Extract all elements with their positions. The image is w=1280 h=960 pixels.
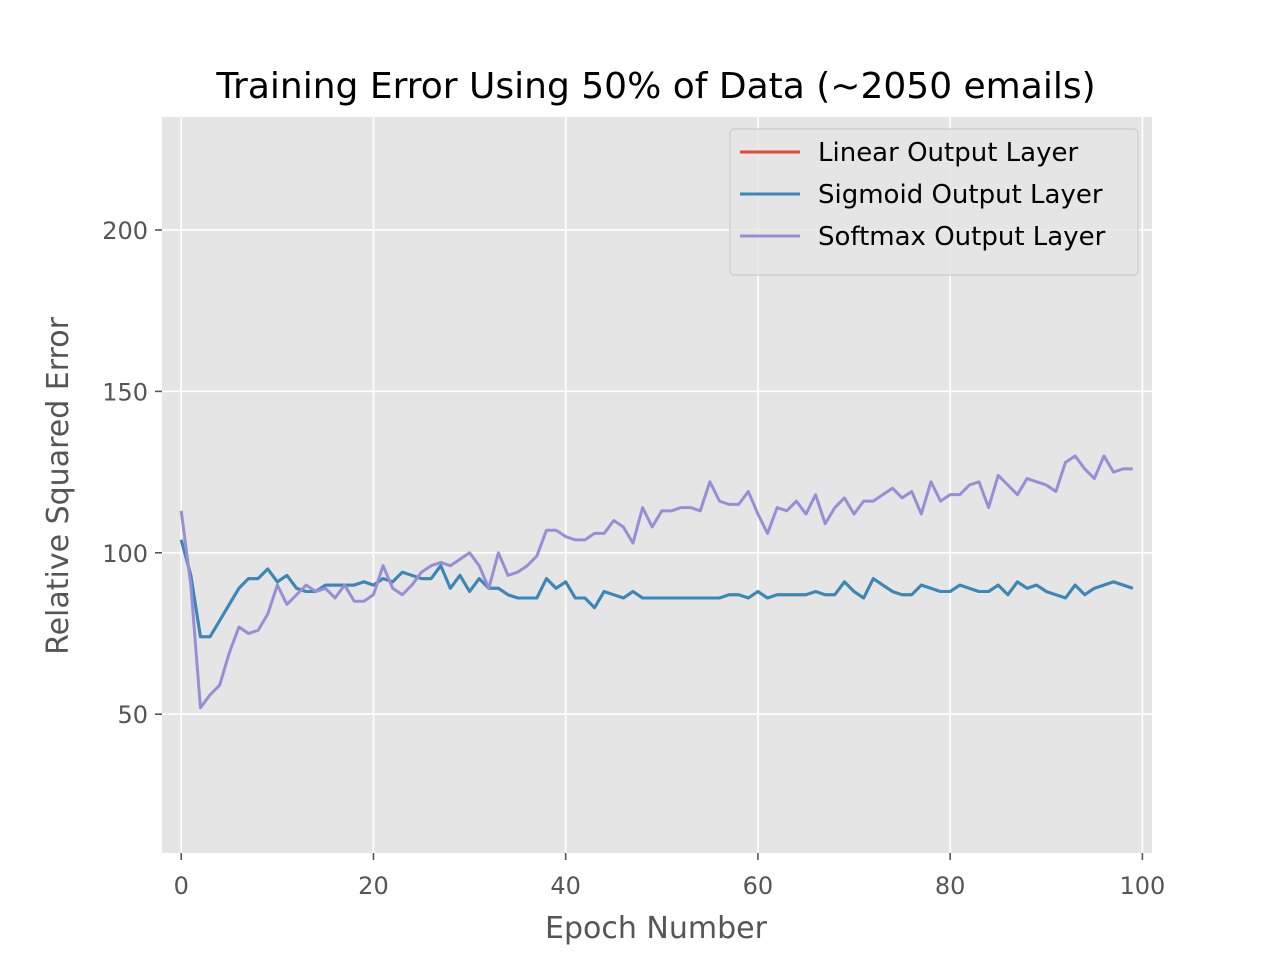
series-line-softmax-output-layer [179,454,1133,710]
x-tick-label: 80 [935,872,966,900]
y-axis-label: Relative Squared Error [41,316,76,655]
series-lines [179,454,1134,710]
x-tick-label: 40 [550,872,581,900]
y-tick-label: 200 [102,217,148,245]
y-axis-ticks: 50 100 150 200 [102,217,162,729]
x-tick-label: 20 [358,872,389,900]
y-tick-label: 100 [102,540,148,568]
legend: Linear Output Layer Sigmoid Output Layer S… [729,128,1139,276]
legend-box [729,128,1139,276]
x-tick-label: 0 [174,872,189,900]
series-line-sigmoid-output-layer [179,539,1134,639]
legend-label-sigmoid-output-layer: Sigmoid Output Layer [818,180,1103,210]
legend-label-softmax-output-layer: Softmax Output Layer [818,222,1106,252]
x-tick-label: 60 [743,872,774,900]
x-tick-label: 100 [1119,872,1165,900]
x-axis-ticks: 0 20 40 60 80 100 [174,853,1165,900]
legend-label-linear-output-layer: Linear Output Layer [818,138,1078,168]
y-tick-label: 50 [117,701,148,729]
chart-title: Training Error Using 50% of Data (~2050 … [215,66,1095,107]
x-axis-label: Epoch Number [545,911,768,946]
y-tick-label: 150 [102,378,148,406]
